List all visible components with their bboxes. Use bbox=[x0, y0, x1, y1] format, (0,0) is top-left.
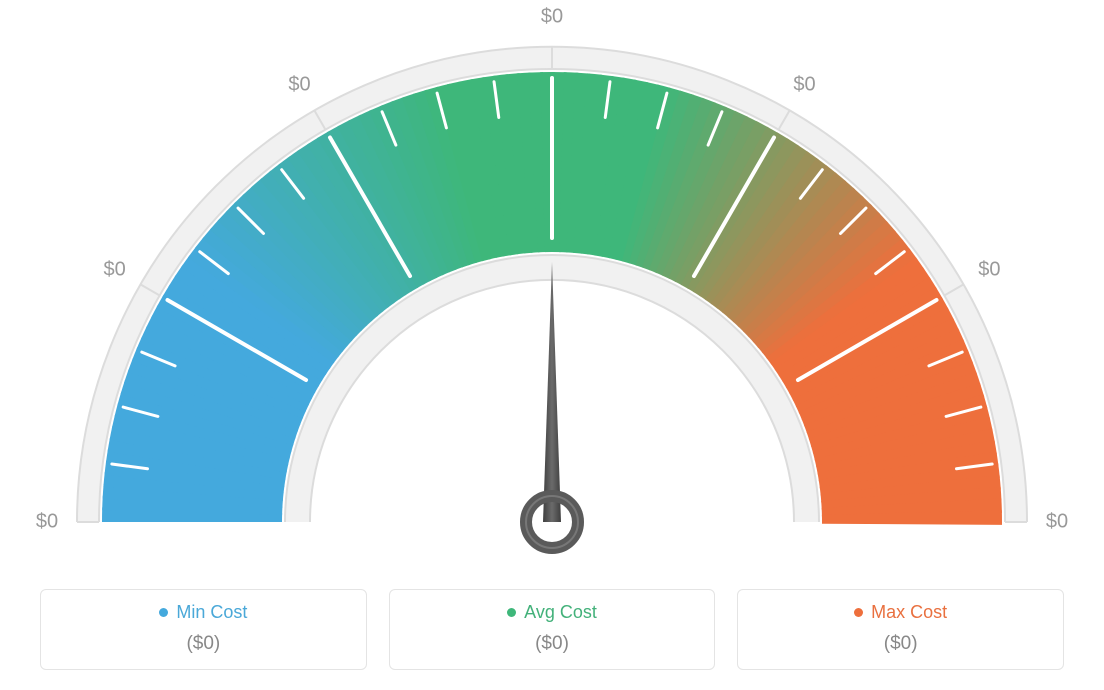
gauge-tick-label: $0 bbox=[104, 258, 126, 281]
gauge-tick-label: $0 bbox=[36, 511, 58, 534]
cost-gauge-chart: $0 $0 $0 $0 $0 $0 $0 Min Cost ($0) Avg Cost ($… bbox=[0, 0, 1104, 690]
legend-item-max: Max Cost ($0) bbox=[737, 589, 1064, 670]
gauge-tick-label: $0 bbox=[1046, 511, 1068, 534]
legend-label-avg: Avg Cost bbox=[524, 602, 597, 623]
gauge-tick-label: $0 bbox=[978, 258, 1000, 281]
legend-value-min: ($0) bbox=[41, 633, 366, 655]
legend-item-avg: Avg Cost ($0) bbox=[389, 589, 716, 670]
legend-dot-max bbox=[854, 608, 863, 617]
gauge-tick-label: $0 bbox=[541, 6, 563, 29]
legend-dot-min bbox=[159, 608, 168, 617]
legend-dot-avg bbox=[507, 608, 516, 617]
legend-value-max: ($0) bbox=[738, 633, 1063, 655]
legend-label-max: Max Cost bbox=[871, 602, 947, 623]
gauge: $0 $0 $0 $0 $0 $0 $0 bbox=[0, 0, 1104, 560]
legend-row: Min Cost ($0) Avg Cost ($0) Max Cost ($0… bbox=[40, 589, 1064, 670]
gauge-tick-label: $0 bbox=[793, 73, 815, 96]
gauge-tick-label: $0 bbox=[288, 73, 310, 96]
legend-item-min: Min Cost ($0) bbox=[40, 589, 367, 670]
legend-value-avg: ($0) bbox=[390, 633, 715, 655]
legend-label-min: Min Cost bbox=[176, 602, 247, 623]
